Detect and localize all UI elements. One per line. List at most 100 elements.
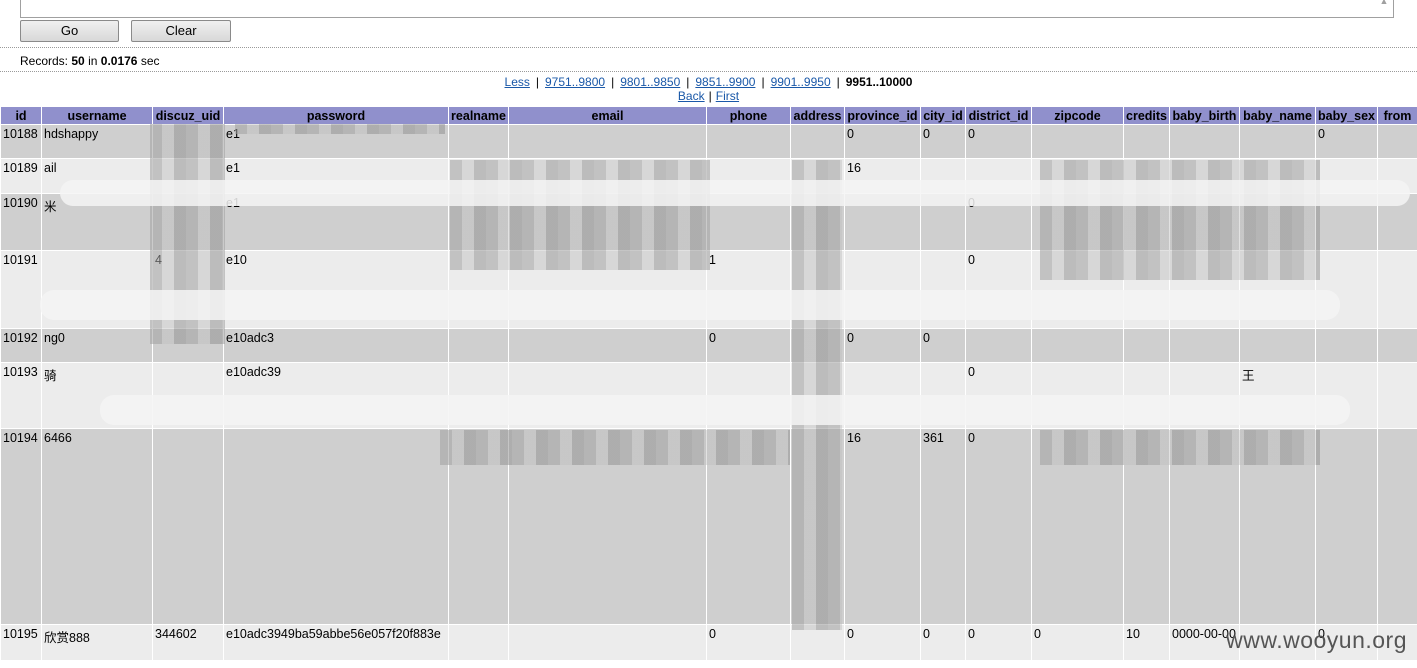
column-header-password[interactable]: password — [223, 106, 449, 125]
cell-realname — [448, 328, 509, 363]
pager-range-link[interactable]: 9801..9850 — [620, 75, 681, 89]
cell-realname — [448, 624, 509, 661]
column-header-address[interactable]: address — [790, 106, 845, 125]
column-header-credits[interactable]: credits — [1123, 106, 1170, 125]
cell-from — [1377, 328, 1417, 363]
cell-zipcode — [1031, 158, 1124, 194]
column-header-city-id[interactable]: city_id — [920, 106, 966, 125]
cell-realname — [448, 250, 509, 329]
cell-baby-sex — [1315, 250, 1378, 329]
divider — [0, 71, 1417, 72]
cell-phone — [706, 158, 791, 194]
divider — [0, 47, 1417, 48]
cell-address — [790, 328, 845, 363]
cell-province-id — [844, 250, 921, 329]
cell-password — [223, 428, 449, 625]
cell-from — [1377, 193, 1417, 251]
time-unit: sec — [140, 54, 160, 68]
cell-discuz-uid — [152, 158, 224, 194]
column-header-baby-birth[interactable]: baby_birth — [1169, 106, 1240, 125]
pager-range-link[interactable]: 9851..9900 — [695, 75, 756, 89]
cell-credits — [1123, 250, 1170, 329]
cell-district-id — [965, 328, 1032, 363]
cell-from — [1377, 250, 1417, 329]
records-summary: Records: 50 in 0.0176 sec — [20, 54, 160, 68]
column-header-from[interactable]: from — [1377, 106, 1417, 125]
cell-password: e1 — [223, 158, 449, 194]
cell-baby-birth — [1169, 250, 1240, 329]
column-header-district-id[interactable]: district_id — [965, 106, 1032, 125]
cell-username: ng0 — [41, 328, 153, 363]
cell-city-id — [920, 362, 966, 429]
cell-email — [508, 428, 707, 625]
cell-province-id: 0 — [844, 124, 921, 159]
cell-city-id — [920, 193, 966, 251]
cell-password: e10adc3 — [223, 328, 449, 363]
column-header-phone[interactable]: phone — [706, 106, 791, 125]
cell-city-id: 0 — [920, 124, 966, 159]
cell-phone — [706, 124, 791, 159]
clear-button[interactable]: Clear — [131, 20, 231, 42]
cell-city-id — [920, 250, 966, 329]
cell-from — [1377, 362, 1417, 429]
go-button[interactable]: Go — [20, 20, 119, 42]
cell-baby-name — [1239, 328, 1316, 363]
cell-credits — [1123, 158, 1170, 194]
column-header-username[interactable]: username — [41, 106, 153, 125]
cell-email — [508, 124, 707, 159]
query-time: 0.0176 — [100, 54, 138, 68]
cell-username: ail — [41, 158, 153, 194]
column-header-baby-sex[interactable]: baby_sex — [1315, 106, 1378, 125]
cell-district-id: 0 — [965, 428, 1032, 625]
pagination-nav: Back | First — [677, 89, 740, 103]
cell-password: e10 — [223, 250, 449, 329]
cell-baby-sex — [1315, 328, 1378, 363]
cell-baby-birth — [1169, 428, 1240, 625]
cell-baby-sex — [1315, 362, 1378, 429]
column-header-realname[interactable]: realname — [448, 106, 509, 125]
cell-username — [41, 250, 153, 329]
cell-baby-name: 王 — [1239, 362, 1316, 429]
cell-zipcode — [1031, 124, 1124, 159]
cell-id: 10195 — [0, 624, 42, 661]
cell-email — [508, 328, 707, 363]
cell-province-id: 16 — [844, 428, 921, 625]
cell-address — [790, 193, 845, 251]
column-header-email[interactable]: email — [508, 106, 707, 125]
column-header-baby-name[interactable]: baby_name — [1239, 106, 1316, 125]
cell-username: 米 — [41, 193, 153, 251]
cell-district-id — [965, 158, 1032, 194]
table-row: 10191 4 e10 1 0 — [0, 250, 1417, 329]
column-header-zipcode[interactable]: zipcode — [1031, 106, 1124, 125]
cell-baby-name — [1239, 158, 1316, 194]
cell-email — [508, 624, 707, 661]
column-header-discuz-uid[interactable]: discuz_uid — [152, 106, 224, 125]
cell-password: e1 — [223, 124, 449, 159]
cell-baby-sex — [1315, 158, 1378, 194]
column-header-province-id[interactable]: province_id — [844, 106, 921, 125]
table-row: 10188 hdshappy e1 0 0 0 0 — [0, 124, 1417, 159]
cell-credits — [1123, 362, 1170, 429]
cell-id: 10193 — [0, 362, 42, 429]
table-row: 10193 骑 e10adc39 0 王 — [0, 362, 1417, 429]
cell-city-id — [920, 158, 966, 194]
pager-range-link[interactable]: 9901..9950 — [770, 75, 831, 89]
table-row: 10192 ng0 e10adc3 0 0 0 — [0, 328, 1417, 363]
column-header-id[interactable]: id — [0, 106, 42, 125]
cell-discuz-uid: 4 — [152, 250, 224, 329]
cell-baby-name — [1239, 124, 1316, 159]
cell-realname — [448, 362, 509, 429]
pager-less-link[interactable]: Less — [504, 75, 530, 89]
cell-province-id — [844, 193, 921, 251]
scroll-up-arrow-icon[interactable]: ▲ — [1379, 0, 1389, 6]
cell-id: 10194 — [0, 428, 42, 625]
cell-credits — [1123, 428, 1170, 625]
cell-from — [1377, 428, 1417, 625]
cell-address — [790, 428, 845, 625]
cell-id: 10192 — [0, 328, 42, 363]
sql-query-textarea[interactable]: ▲ — [20, 0, 1394, 18]
pager-first-link[interactable]: First — [715, 89, 740, 103]
pager-back-link[interactable]: Back — [677, 89, 705, 103]
cell-zipcode — [1031, 328, 1124, 363]
pager-range-link[interactable]: 9751..9800 — [545, 75, 606, 89]
